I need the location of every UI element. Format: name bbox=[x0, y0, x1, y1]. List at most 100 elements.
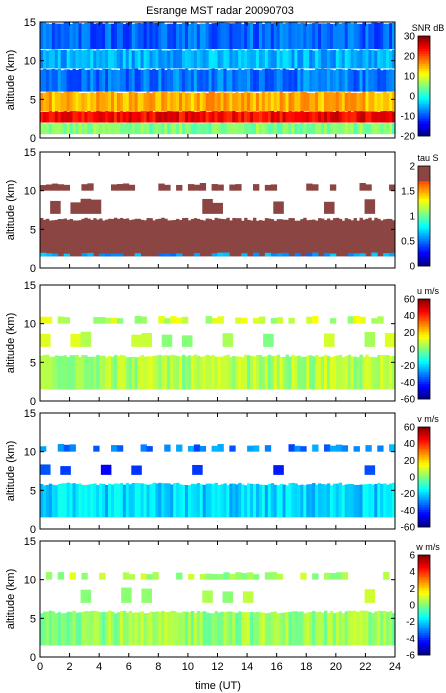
data-cell bbox=[341, 485, 346, 518]
data-cell bbox=[113, 613, 118, 646]
data-cell bbox=[93, 610, 97, 646]
data-cell bbox=[276, 253, 283, 257]
data-cell bbox=[164, 355, 168, 390]
data-cell bbox=[365, 610, 369, 646]
data-cell bbox=[119, 68, 124, 92]
data-cell bbox=[146, 22, 150, 50]
data-cell bbox=[288, 122, 292, 135]
data-cell bbox=[51, 611, 56, 646]
data-cell bbox=[389, 23, 393, 50]
data-cell bbox=[232, 93, 236, 111]
data-cell bbox=[202, 69, 207, 92]
data-cell bbox=[217, 574, 224, 580]
data-cell bbox=[250, 111, 254, 123]
colorbar-step bbox=[418, 346, 430, 350]
data-cell bbox=[146, 613, 150, 646]
data-cell bbox=[217, 252, 224, 257]
data-cell bbox=[244, 354, 248, 390]
data-cell bbox=[170, 484, 174, 518]
data-cell bbox=[386, 484, 390, 518]
data-cell bbox=[312, 482, 316, 518]
data-cell bbox=[318, 91, 322, 111]
colorbar-step bbox=[418, 53, 430, 57]
data-cell bbox=[187, 49, 192, 69]
data-cell bbox=[303, 356, 307, 390]
data-cell bbox=[184, 92, 189, 111]
data-cell bbox=[312, 69, 316, 92]
data-cell bbox=[344, 123, 349, 135]
data-cell bbox=[261, 484, 266, 518]
colorbar-frame bbox=[417, 165, 431, 267]
data-cell bbox=[176, 111, 180, 123]
data-cell bbox=[72, 22, 76, 50]
colorbar-step bbox=[418, 191, 430, 194]
data-cell bbox=[173, 123, 177, 135]
data-cell bbox=[383, 483, 387, 518]
colorbar-step bbox=[418, 434, 430, 438]
colorbar-step bbox=[418, 228, 430, 232]
data-cell bbox=[232, 123, 236, 135]
data-cell bbox=[270, 253, 278, 257]
data-cell bbox=[350, 69, 354, 92]
colorbar-step bbox=[418, 324, 430, 327]
colorbar-step bbox=[418, 63, 430, 67]
data-cell bbox=[291, 122, 295, 135]
colorbar-step bbox=[418, 452, 430, 455]
data-cell bbox=[140, 316, 147, 324]
data-layer-2 bbox=[40, 110, 395, 123]
colorbar-tick-label: -60 bbox=[401, 523, 416, 534]
data-cell bbox=[202, 23, 207, 50]
data-cell bbox=[312, 573, 319, 580]
data-cell bbox=[84, 217, 88, 257]
colorbar-step bbox=[418, 319, 430, 322]
data-layer-1 bbox=[40, 122, 395, 135]
colorbar-step bbox=[418, 640, 430, 643]
colorbar-step bbox=[418, 384, 430, 387]
data-cell bbox=[321, 218, 325, 257]
data-cell bbox=[149, 123, 153, 135]
data-cell bbox=[294, 483, 298, 518]
colorbar-step bbox=[418, 462, 430, 465]
data-cell bbox=[244, 485, 248, 518]
data-cell bbox=[380, 483, 384, 518]
data-cell bbox=[84, 355, 88, 390]
data-cell bbox=[335, 483, 340, 518]
data-cell bbox=[244, 123, 248, 135]
data-cell bbox=[72, 50, 76, 69]
data-cell bbox=[128, 49, 133, 69]
data-cell bbox=[158, 482, 162, 518]
data-cell bbox=[128, 610, 133, 646]
data-cell bbox=[179, 484, 183, 518]
data-cell bbox=[208, 355, 212, 390]
colorbar-step bbox=[418, 203, 430, 207]
data-cell bbox=[57, 572, 65, 580]
data-cell bbox=[232, 217, 236, 257]
data-cell bbox=[332, 123, 337, 135]
data-cell bbox=[264, 445, 272, 452]
colorbar-step bbox=[418, 339, 430, 342]
data-cell bbox=[300, 356, 304, 390]
data-cell bbox=[187, 612, 192, 646]
data-cell bbox=[184, 484, 189, 518]
data-cell bbox=[356, 357, 360, 390]
data-cell bbox=[141, 333, 152, 347]
data-cell bbox=[273, 22, 278, 50]
colorbar-step bbox=[418, 341, 430, 345]
data-cell bbox=[380, 111, 384, 123]
data-cell bbox=[217, 316, 224, 324]
data-cell bbox=[75, 484, 79, 518]
data-cell bbox=[389, 91, 393, 111]
data-cell bbox=[258, 111, 263, 123]
data-cell bbox=[392, 111, 395, 123]
data-cell bbox=[306, 355, 310, 390]
data-cell bbox=[90, 219, 94, 257]
y-tick-label: 5 bbox=[30, 613, 36, 625]
data-cell bbox=[238, 22, 242, 50]
data-cell bbox=[288, 70, 292, 92]
colorbar-step bbox=[418, 517, 430, 520]
data-cell bbox=[184, 123, 189, 135]
data-cell bbox=[344, 50, 349, 69]
data-layer-3 bbox=[40, 464, 376, 475]
data-cell bbox=[51, 356, 56, 390]
data-cell bbox=[384, 332, 395, 347]
